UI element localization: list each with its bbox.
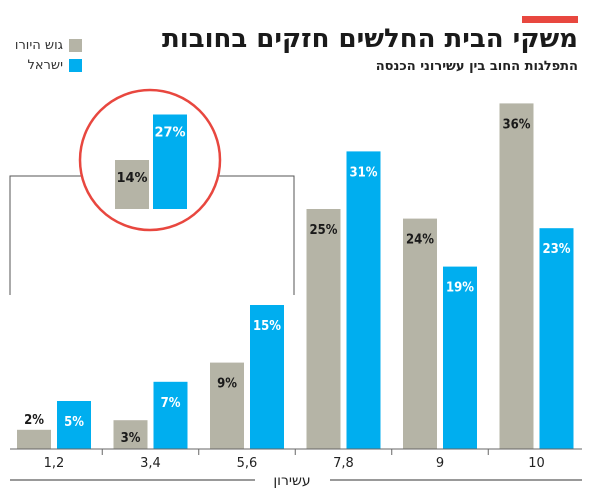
bar-gush-1 — [113, 420, 148, 449]
bar-israel-2 — [250, 305, 284, 449]
inset-circle — [78, 88, 222, 232]
legend-label-israel: ישראל — [27, 57, 63, 73]
inset-label-gush: 14% — [116, 171, 147, 186]
bar-gush-5 — [499, 103, 534, 450]
x-tick-label-5: 10 — [528, 456, 545, 471]
inset-bar-israel — [153, 114, 187, 209]
inset-label-israel: 27% — [154, 126, 185, 141]
data-label-gush-4: 24% — [406, 233, 434, 248]
legend-swatch-israel — [69, 58, 82, 72]
x-axis-title: עשירון — [273, 473, 310, 489]
data-label-gush-0: 2% — [24, 413, 44, 428]
data-label-israel-3: 31% — [350, 165, 378, 180]
legend-item-gush: גוש היורו — [15, 37, 82, 53]
bar-gush-4 — [403, 218, 437, 449]
x-tick-label-2: 5,6 — [237, 456, 258, 471]
data-label-gush-3: 25% — [310, 223, 338, 238]
bar-gush-2 — [210, 362, 244, 449]
data-label-israel-1: 7% — [161, 396, 181, 411]
data-label-gush-5: 36% — [503, 117, 531, 132]
x-tick-label-4: 9 — [436, 456, 444, 471]
chart-subtitle: התפלגות החוב בין עשירוני הכנסה — [375, 59, 578, 74]
data-label-israel-5: 23% — [543, 242, 571, 257]
legend-item-israel: ישראל — [27, 57, 82, 73]
data-label-israel-4: 19% — [446, 281, 474, 296]
x-tick-label-0: 1,2 — [44, 456, 65, 471]
chart-title: משקי הבית החלשים חזקים בחובות — [162, 24, 578, 54]
inset-bracket — [9, 175, 295, 295]
bar-israel-4 — [443, 266, 477, 449]
legend-label-gush: גוש היורו — [14, 37, 63, 53]
bar-israel-1 — [153, 381, 188, 449]
x-tick-label-1: 3,4 — [140, 456, 161, 471]
data-label-gush-1: 3% — [121, 431, 141, 446]
bar-gush-3 — [306, 209, 341, 449]
legend-swatch-gush — [69, 38, 82, 52]
bar-gush-0 — [17, 429, 51, 449]
accent-bar — [522, 16, 578, 23]
x-tick-label-3: 7,8 — [333, 456, 354, 471]
data-label-israel-0: 5% — [64, 415, 84, 430]
bar-israel-5 — [539, 228, 574, 449]
bar-israel-0 — [57, 401, 91, 449]
bar-israel-3 — [346, 151, 381, 449]
data-label-israel-2: 15% — [253, 319, 281, 334]
data-label-gush-2: 9% — [217, 377, 237, 392]
inset-bar-gush — [115, 160, 149, 209]
